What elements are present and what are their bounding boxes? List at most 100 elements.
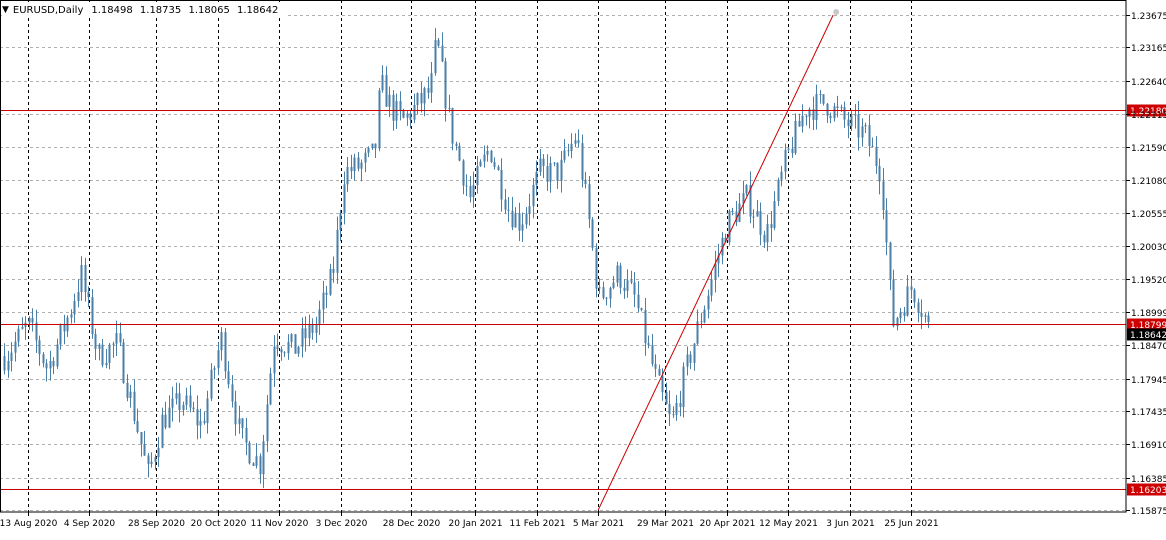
x-tick-label: 4 Sep 2020 xyxy=(64,519,116,529)
candle-body xyxy=(91,297,94,335)
candle-body xyxy=(45,363,48,369)
x-tick-label: 20 Apr 2021 xyxy=(700,519,756,529)
candle-body xyxy=(399,101,402,111)
trendline xyxy=(597,14,834,511)
candle-body xyxy=(598,287,601,289)
candle-body xyxy=(798,120,801,127)
candle-body xyxy=(507,209,510,211)
candle-body xyxy=(150,461,153,464)
x-tick-label: 20 Oct 2020 xyxy=(191,519,247,529)
candle-body xyxy=(633,282,636,295)
level-price-tag xyxy=(1127,104,1166,117)
candle-body xyxy=(549,163,552,182)
candle-body xyxy=(878,166,881,182)
plot-frame xyxy=(0,0,1127,513)
candle-body xyxy=(297,346,300,354)
candle-body xyxy=(591,219,594,248)
candle-body xyxy=(21,326,24,329)
y-tick-label: 1.22115 xyxy=(1131,111,1166,121)
candle-body xyxy=(840,107,843,109)
candle-body xyxy=(304,328,307,339)
candle-body xyxy=(266,404,269,442)
candle-body xyxy=(378,90,381,149)
candle-body xyxy=(514,213,517,228)
candle-body xyxy=(367,148,370,153)
x-tick-label: 3 Jun 2021 xyxy=(826,519,874,529)
candle-body xyxy=(227,371,230,385)
candle-body xyxy=(469,185,472,198)
candle-body xyxy=(766,224,769,243)
candle-body xyxy=(10,352,13,361)
candle-body xyxy=(133,391,136,421)
candle-body xyxy=(857,114,860,138)
y-tick-label: 1.15875 xyxy=(1131,507,1166,517)
candle-body xyxy=(220,332,223,351)
candle-body xyxy=(329,268,332,295)
candle-body xyxy=(556,162,559,181)
x-tick-label: 29 Mar 2021 xyxy=(637,519,694,529)
candle-body xyxy=(59,324,62,345)
chevron-down-icon[interactable]: ▼ xyxy=(2,5,9,15)
candle-body xyxy=(724,237,727,243)
candle-body xyxy=(595,247,598,289)
axes: 1.23675 1.23165 1.22640 1.22115 1.21590 1.210… xyxy=(0,0,1166,529)
candle-body xyxy=(28,317,31,323)
candle-body xyxy=(63,324,66,332)
x-tick-label: 28 Dec 2020 xyxy=(383,519,441,529)
y-tick-label: 1.22640 xyxy=(1131,78,1166,88)
candle-body xyxy=(248,442,251,464)
candle-body xyxy=(696,321,699,344)
candle-body xyxy=(290,334,293,342)
candle-body xyxy=(136,420,139,433)
candle-body xyxy=(287,341,290,354)
candle-body xyxy=(602,287,605,298)
candle-body xyxy=(924,315,927,317)
candle-body xyxy=(140,432,143,444)
candle-body xyxy=(77,291,80,302)
ohlc-high: 1.18735 xyxy=(139,4,182,16)
candle-body xyxy=(759,211,762,235)
level-price-tag xyxy=(1127,483,1166,496)
candle-body xyxy=(864,125,867,127)
candle-body xyxy=(357,157,360,169)
level-price-tag xyxy=(1127,318,1166,331)
candle-body xyxy=(322,292,325,310)
level-price-label: 1.18799 xyxy=(1130,321,1166,331)
candle-body xyxy=(360,162,363,169)
candle-body xyxy=(371,143,374,149)
candle-body xyxy=(175,393,178,399)
candle-body xyxy=(381,75,384,91)
candle-body xyxy=(234,401,237,425)
candle-body xyxy=(787,148,790,150)
candle-body xyxy=(70,314,73,318)
candle-body xyxy=(458,145,461,161)
y-tick-label: 1.20555 xyxy=(1131,210,1166,220)
candle-body xyxy=(112,343,115,345)
candle-body xyxy=(927,315,930,323)
current-price-label: 1.18642 xyxy=(1130,331,1166,341)
candle-body xyxy=(707,295,710,310)
candle-body xyxy=(273,346,276,374)
level-price-label: 1.22180 xyxy=(1130,107,1166,117)
candle-body xyxy=(843,107,846,120)
candle-body xyxy=(192,407,195,410)
candle-body xyxy=(392,94,395,121)
candle-body xyxy=(325,292,328,295)
candle-body xyxy=(693,343,696,363)
candle-body xyxy=(826,103,829,116)
candle-body xyxy=(717,255,720,264)
candle-body xyxy=(308,323,311,339)
candle-body xyxy=(780,171,783,180)
x-tick-label: 28 Sep 2020 xyxy=(128,519,185,529)
candle-body xyxy=(560,159,563,181)
candle-body xyxy=(427,88,430,93)
candle-body xyxy=(385,75,388,107)
candle-body xyxy=(668,404,671,415)
candle-body xyxy=(770,224,773,228)
candle-body xyxy=(913,289,916,303)
candle-body xyxy=(686,354,689,367)
candle-body xyxy=(178,393,181,411)
candle-body xyxy=(479,161,482,167)
